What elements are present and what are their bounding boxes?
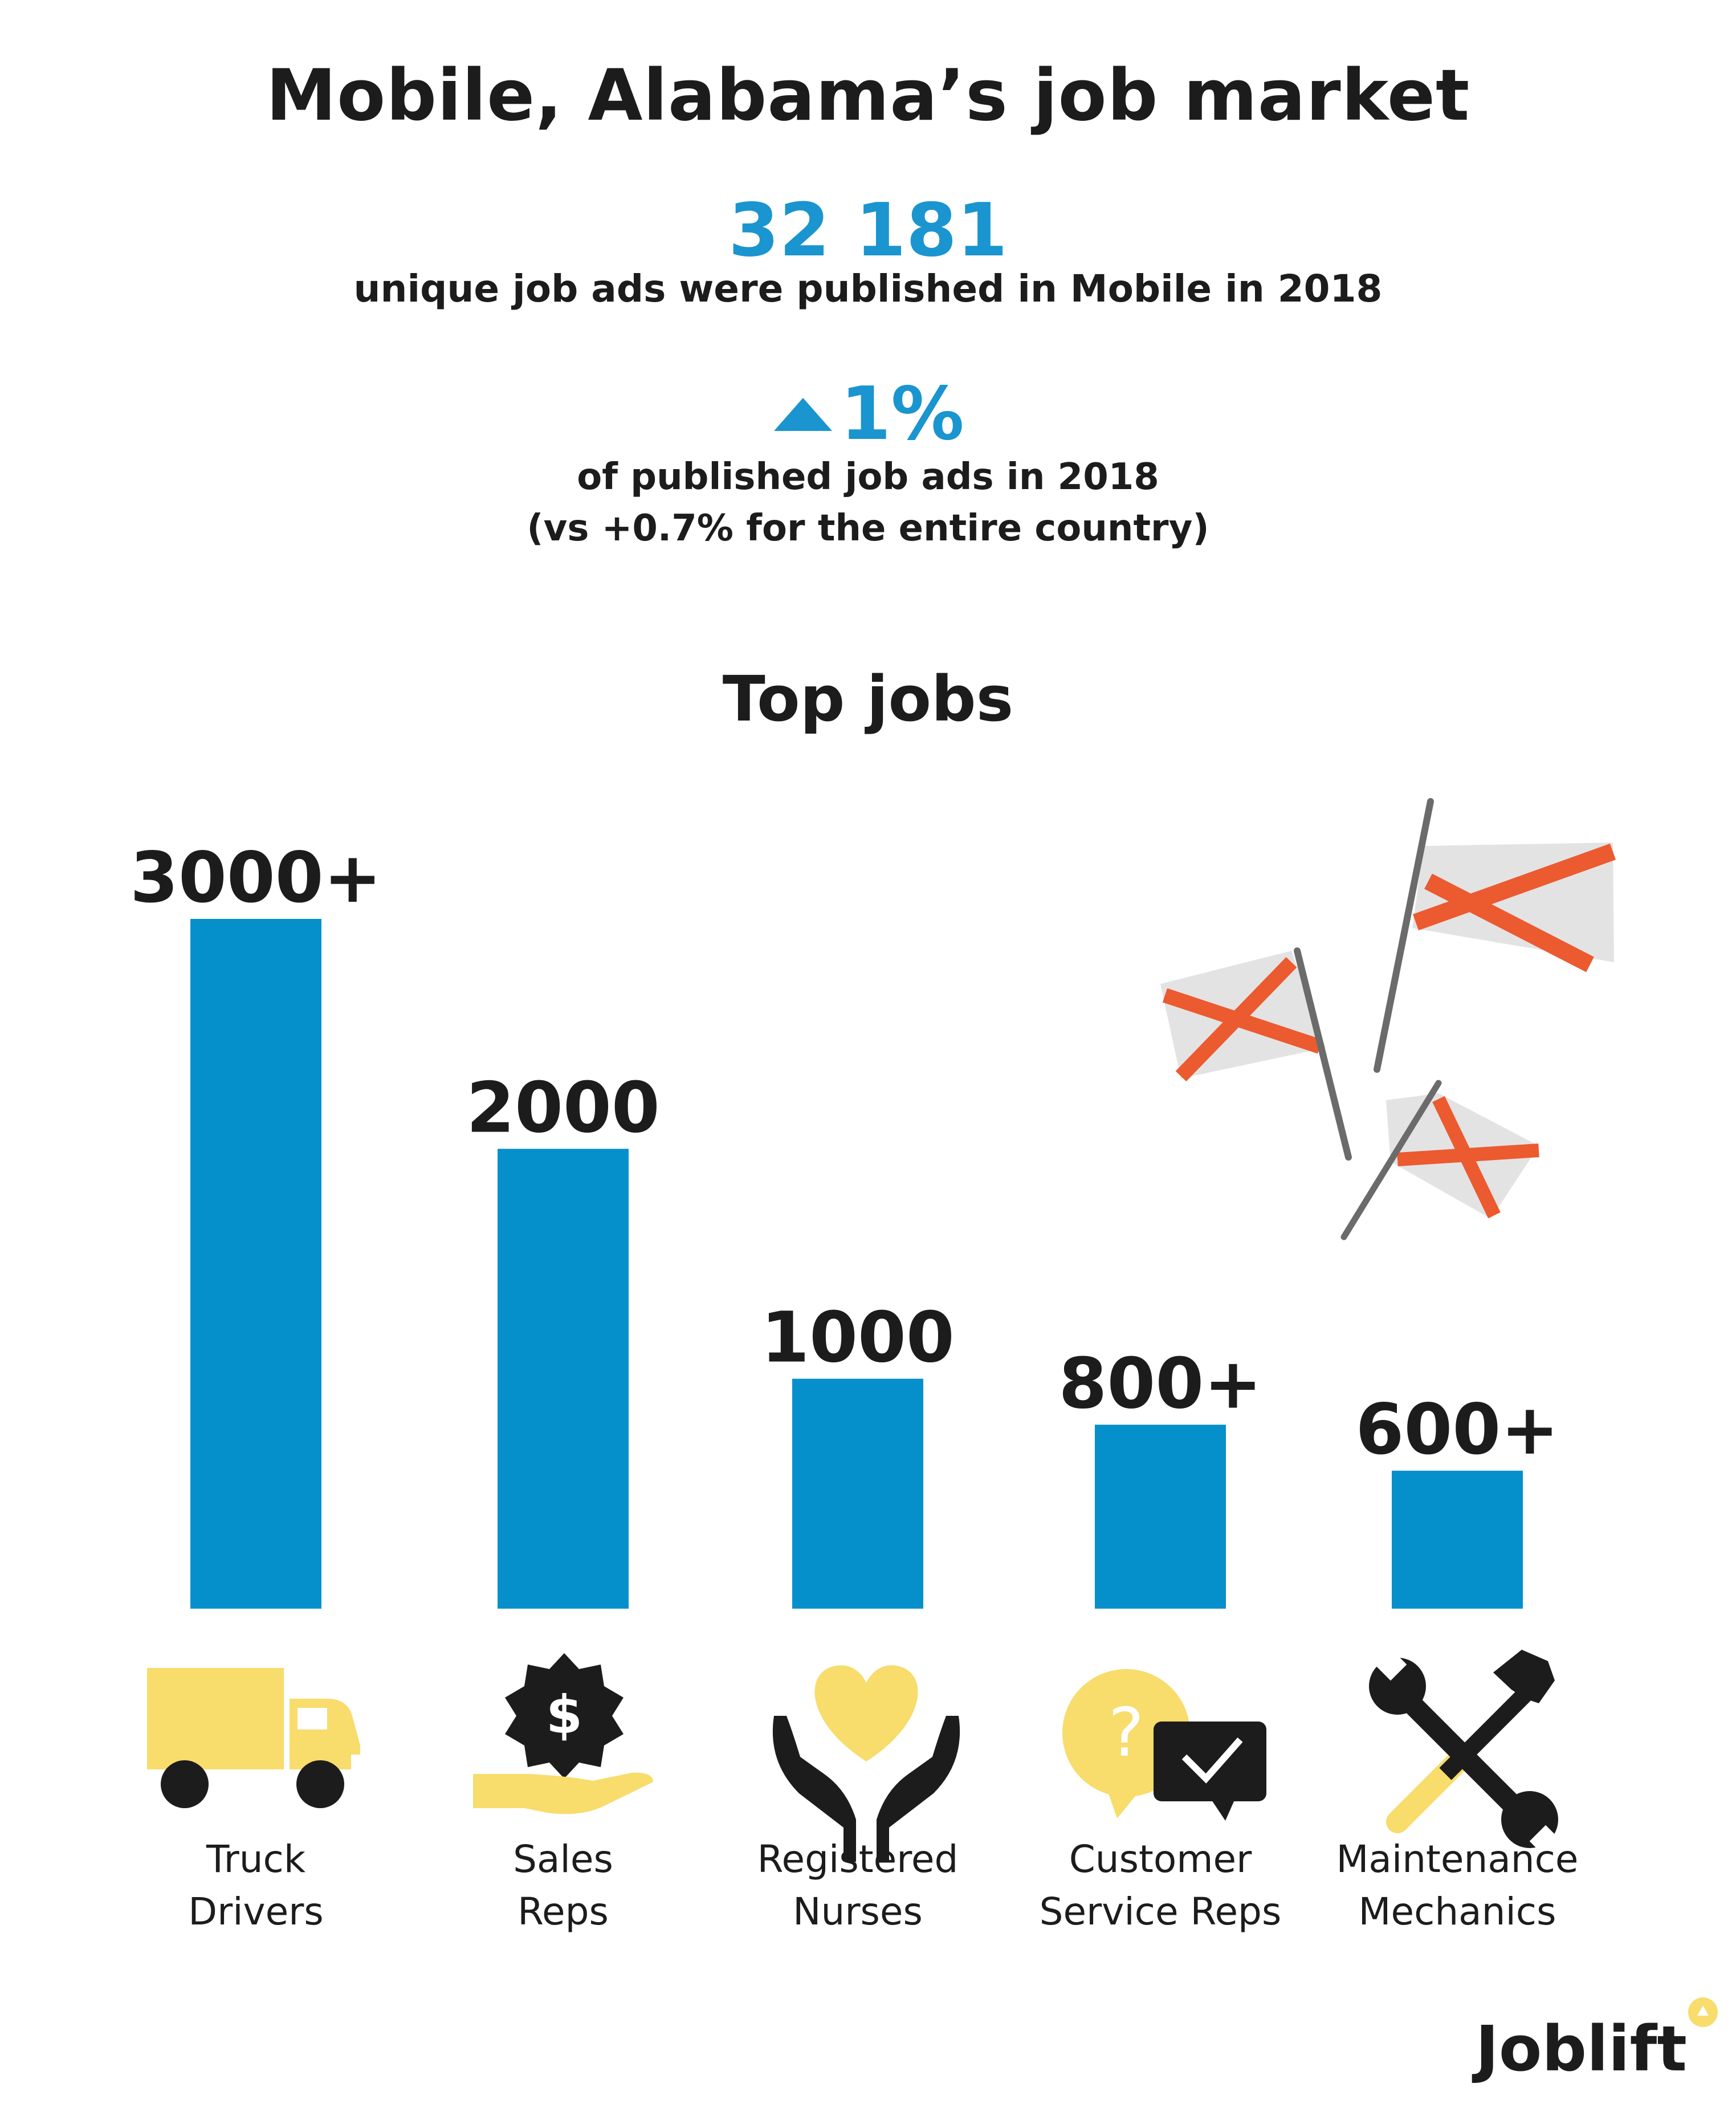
category-label-4-line-1: Customer xyxy=(1069,1837,1252,1881)
bar-value-label-3: 1000 xyxy=(761,1297,955,1378)
category-label-1-line-1: Truck xyxy=(206,1837,306,1881)
truck-icon xyxy=(147,1668,361,1808)
ads-caption: unique job ads were published in Mobile … xyxy=(353,267,1383,311)
bar-value-label-5: 600+ xyxy=(1356,1389,1559,1470)
brand-logo: Joblift xyxy=(1475,2012,1687,2085)
bar-4 xyxy=(1095,1425,1226,1609)
svg-text:$: $ xyxy=(546,1684,582,1745)
question-chat-icon: ? xyxy=(1062,1669,1266,1821)
svg-text:?: ? xyxy=(1109,1693,1144,1772)
wrench-hammer-icon xyxy=(1369,1648,1562,1858)
ads-count: 32 181 xyxy=(728,188,1008,273)
category-label-2-line-2: Reps xyxy=(517,1890,609,1934)
brand-dot-icon xyxy=(1688,1997,1718,2027)
bar-value-label-4: 800+ xyxy=(1059,1343,1262,1424)
bar-1 xyxy=(190,919,321,1609)
category-label-3-line-2: Nurses xyxy=(793,1890,923,1934)
flags-decoration xyxy=(1160,798,1616,1240)
growth-caption-line2: (vs +0.7% for the entire country) xyxy=(527,507,1209,550)
growth-value: 1% xyxy=(840,372,964,457)
bar-5 xyxy=(1392,1471,1523,1609)
category-label-4-line-2: Service Reps xyxy=(1040,1890,1282,1934)
category-label-5-line-1: Maintenance xyxy=(1336,1837,1578,1881)
page-title: Mobile, Alabama’s job market xyxy=(266,55,1470,137)
growth-row: 1% xyxy=(0,372,1736,457)
flag-large-icon xyxy=(1374,798,1616,1073)
growth-caption-line1: of published job ads in 2018 xyxy=(577,456,1159,498)
flag-small-icon xyxy=(1340,1080,1539,1240)
chart-title: Top jobs xyxy=(722,662,1014,735)
bar-value-label-1: 3000+ xyxy=(130,837,382,918)
up-triangle-icon xyxy=(774,397,833,431)
money-hand-icon: $ xyxy=(473,1653,653,1814)
category-label-2-line-1: Sales xyxy=(513,1837,613,1881)
category-label-5-line-2: Mechanics xyxy=(1359,1890,1556,1934)
heart-hands-icon xyxy=(772,1665,960,1862)
category-label-3-line-1: Registered xyxy=(757,1837,959,1881)
bar-2 xyxy=(498,1149,629,1609)
category-label-1-line-2: Drivers xyxy=(188,1890,323,1934)
bar-3 xyxy=(792,1378,923,1609)
flag-left-icon xyxy=(1160,947,1352,1161)
bar-value-label-2: 2000 xyxy=(466,1067,660,1148)
